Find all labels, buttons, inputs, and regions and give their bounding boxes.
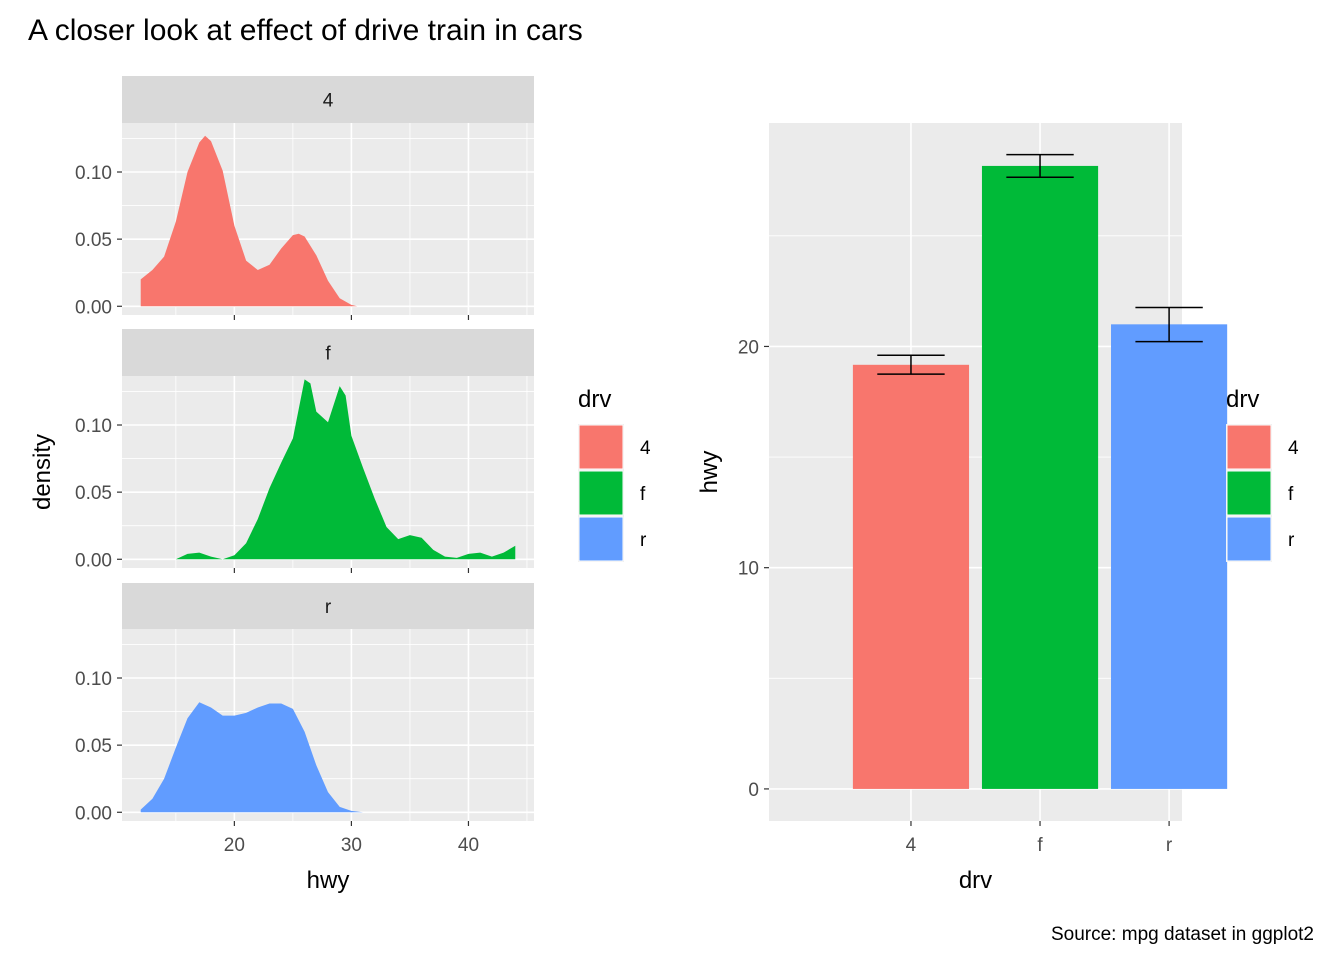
legend-label-r: r: [640, 530, 647, 551]
y-tick-label: 0.05: [75, 230, 112, 251]
y-tick-label: 0.00: [75, 297, 112, 318]
density-area-f: [175, 379, 516, 560]
x-axis-title: drv: [959, 867, 992, 894]
facet-strip: [122, 329, 534, 376]
bar-r: [1111, 324, 1228, 789]
y-tick-label: 0: [748, 780, 759, 801]
legend-label-4: 4: [1288, 438, 1299, 459]
x-tick-label: 4: [906, 835, 917, 856]
y-tick-label: 0.05: [75, 736, 112, 757]
y-tick-label: 20: [738, 337, 759, 358]
y-tick-label: 0.00: [75, 803, 112, 824]
density-legend: drv 4 f r: [578, 386, 651, 562]
x-axis-title: hwy: [307, 867, 350, 894]
legend-label-f: f: [1288, 484, 1294, 505]
bar-chart: 4 f r 0 10 20 drv hwy: [696, 123, 1228, 894]
facet-4: 4 0.00 0.05 0.10: [75, 76, 534, 320]
facet-strip: [122, 76, 534, 123]
y-tick-label: 0.00: [75, 550, 112, 571]
y-tick-label: 10: [738, 559, 759, 580]
y-axis-title: hwy: [696, 451, 723, 494]
y-tick-label: 0.10: [75, 163, 112, 184]
x-tick-label: 30: [341, 835, 362, 856]
source-caption: Source: mpg dataset in ggplot2: [1051, 924, 1314, 945]
facet-r: r 0.00 0.05 0.10: [75, 583, 534, 826]
y-tick-label: 0.10: [75, 669, 112, 690]
facet-strip-label: r: [325, 597, 332, 618]
facet-f: f 0.00 0.05 0.10: [75, 329, 534, 573]
legend-label-r: r: [1288, 530, 1295, 551]
bar-legend: drv 4 f r: [1226, 386, 1299, 562]
y-axis-title: density: [29, 434, 56, 510]
y-tick-label: 0.10: [75, 416, 112, 437]
legend-label-4: 4: [640, 438, 651, 459]
legend-swatch-4: [1226, 424, 1272, 470]
density-area-r: [140, 702, 364, 813]
legend-swatch-r: [1226, 516, 1272, 562]
legend-label-f: f: [640, 484, 646, 505]
x-tick-label: f: [1037, 835, 1043, 856]
density-facet-plot: 4 0.00 0.05 0.10 f 0.00 0.05 0.10 r 0.00 0.05 0.10 2…: [29, 76, 534, 894]
legend-swatch-f: [1226, 470, 1272, 516]
bar-4: [852, 364, 970, 789]
density-area-4: [140, 135, 358, 307]
legend-swatch-r: [578, 516, 624, 562]
facet-strip-label: 4: [323, 91, 334, 112]
legend-title: drv: [578, 386, 611, 413]
legend-swatch-4: [578, 424, 624, 470]
y-tick-label: 0.05: [75, 483, 112, 504]
legend-swatch-f: [578, 470, 624, 516]
bar-f: [981, 165, 1099, 789]
facet-strip-label: f: [325, 344, 331, 365]
x-tick-label: 40: [458, 835, 479, 856]
facet-strip: [122, 583, 534, 629]
legend-title: drv: [1226, 386, 1259, 413]
chart-title: A closer look at effect of drive train i…: [28, 14, 583, 47]
x-tick-label: 20: [224, 835, 245, 856]
x-tick-label: r: [1166, 835, 1173, 856]
